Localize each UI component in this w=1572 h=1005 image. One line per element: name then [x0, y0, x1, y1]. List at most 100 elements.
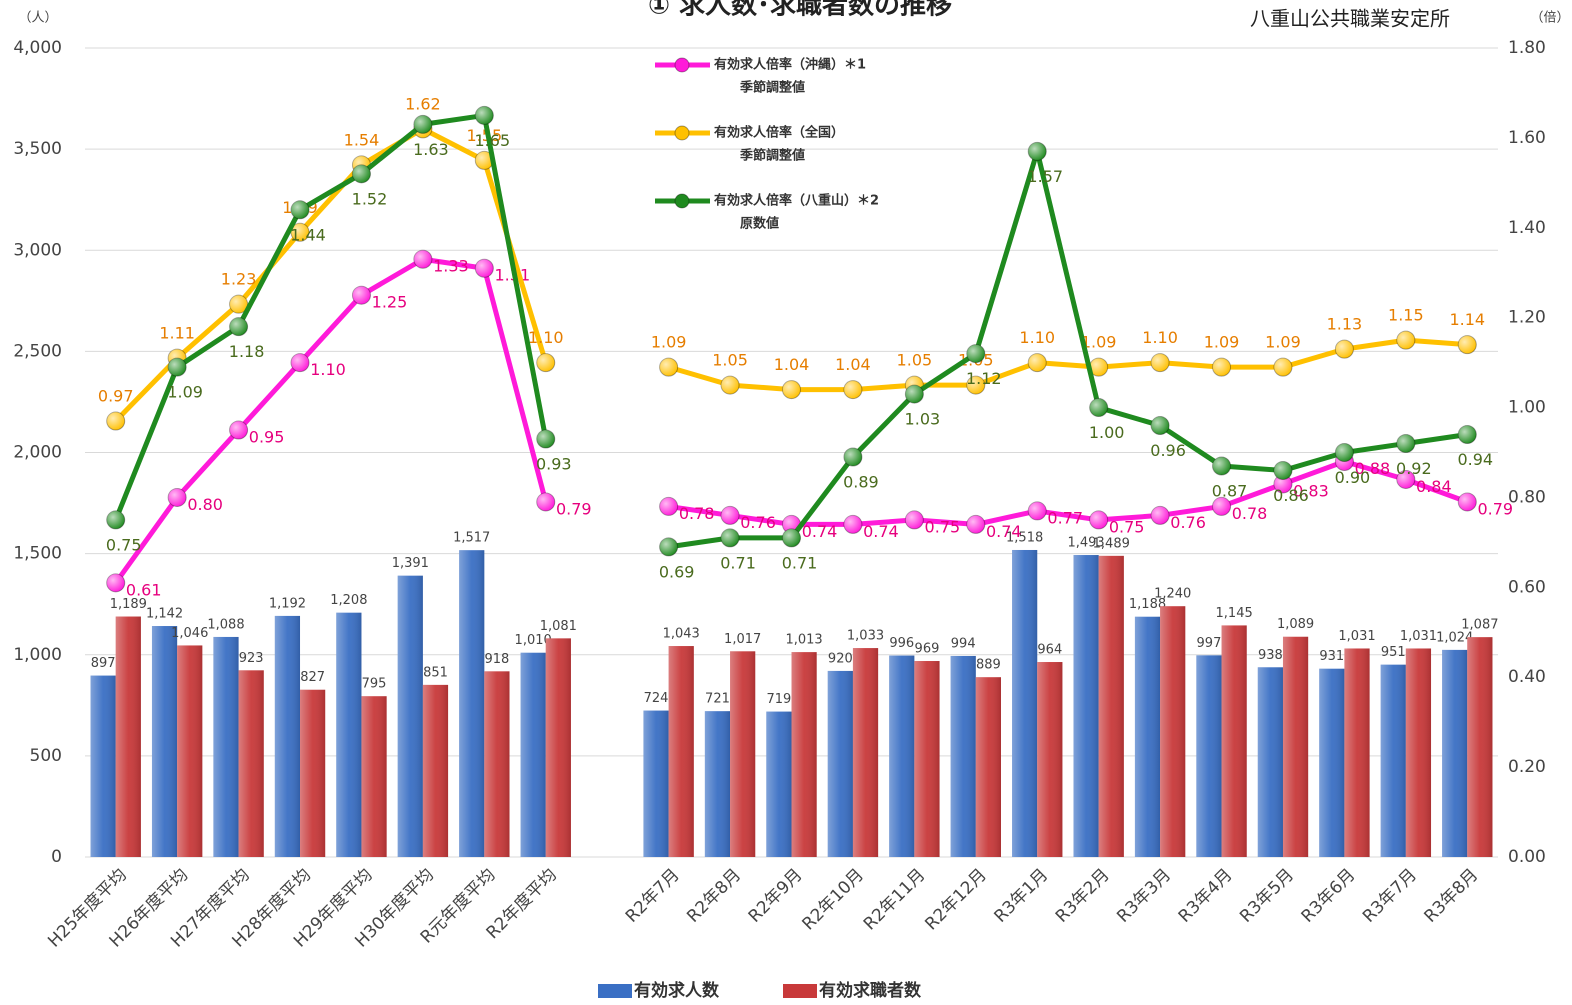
line-value-label: 0.61 [126, 580, 162, 599]
line-value-label: 1.10 [1142, 328, 1178, 347]
marker-shine [1028, 142, 1047, 161]
line-value-label: 0.75 [925, 517, 961, 536]
marker-shine [843, 447, 862, 466]
bar-value-label: 719 [766, 692, 791, 707]
bar-shine [238, 670, 264, 857]
bar-value-label: 920 [828, 651, 853, 666]
y2-tick-label: 0.20 [1508, 757, 1546, 777]
x-tick-label: R2年9月 [745, 865, 807, 927]
marker-shine [1212, 456, 1231, 475]
chart-title: ① 求人数･求職者数の推移 [648, 0, 952, 21]
line-value-label: 1.04 [774, 355, 810, 374]
y-tick-label: 2,500 [13, 341, 62, 361]
bar-shine [1282, 636, 1309, 857]
legend-sublabel: 季節調整値 [739, 80, 805, 96]
bar-shine [115, 616, 141, 857]
line-value-label: 1.44 [290, 225, 326, 244]
marker-shine [659, 358, 678, 377]
marker-shine [168, 488, 187, 507]
y-tick-label: 1,000 [13, 645, 62, 665]
bar-shine [766, 711, 792, 857]
bar-shine [1073, 555, 1099, 857]
bar-value-label: 889 [976, 658, 1001, 673]
bar-shine [1160, 606, 1186, 857]
marker-shine [1458, 335, 1477, 354]
y2-tick-label: 1.20 [1508, 308, 1546, 328]
line-value-label: 0.79 [1477, 499, 1513, 518]
marker-shine [1089, 398, 1108, 417]
line-value-label: 0.87 [1212, 481, 1248, 500]
x-tick-label: R2年7月 [622, 865, 684, 927]
y2-tick-label: 0.00 [1508, 847, 1546, 867]
bar-value-label: 923 [239, 651, 264, 666]
line-value-label: 1.18 [229, 342, 265, 361]
line-value-label: 1.25 [372, 293, 408, 312]
marker-shine [291, 200, 310, 219]
line-value-label: 1.04 [835, 355, 871, 374]
marker-shine [1212, 497, 1231, 516]
bar-value-label: 918 [485, 652, 510, 667]
line-value-label: 1.62 [405, 94, 441, 113]
bar-value-label: 721 [705, 692, 730, 707]
bar-value-label: 1,017 [724, 632, 761, 647]
y2-tick-label: 0.60 [1508, 577, 1546, 597]
bar-value-label: 1,088 [207, 617, 244, 632]
line-value-label: 1.09 [1265, 333, 1301, 352]
bar-shine [1467, 637, 1493, 857]
line-value-label: 1.54 [344, 130, 380, 149]
bar-shine [704, 711, 731, 857]
line-value-label: 0.74 [863, 522, 899, 541]
bar-shine [1012, 549, 1038, 857]
bar-value-label: 938 [1258, 648, 1283, 663]
legend-marker [674, 125, 690, 141]
bar-value-label: 969 [915, 642, 940, 657]
marker-shine [475, 106, 494, 125]
marker-shine [475, 151, 494, 170]
marker-shine [1458, 425, 1477, 444]
x-tick-label: R3年4月 [1175, 865, 1237, 927]
bar-shine [520, 652, 546, 857]
marker-shine [413, 115, 432, 134]
bar-value-label: 1,189 [110, 597, 147, 612]
x-tick-label: R2年10月 [799, 865, 868, 934]
y-tick-label: 2,000 [13, 443, 62, 463]
marker-shine [721, 506, 740, 525]
bar-value-label: 994 [951, 636, 976, 651]
marker-shine [1335, 443, 1354, 462]
line-value-label: 0.93 [536, 455, 572, 474]
marker-shine [229, 317, 248, 336]
line-value-label: 1.05 [897, 351, 933, 370]
bar-shine [545, 638, 571, 857]
line-value-label: 1.09 [651, 333, 687, 352]
x-tick-label: R2年8月 [683, 865, 745, 927]
bar-shine [151, 626, 178, 857]
bar-value-label: 724 [644, 691, 669, 706]
line-value-label: 1.12 [966, 369, 1002, 388]
line-value-label: 0.96 [1150, 441, 1186, 460]
line-value-label: 0.90 [1335, 468, 1371, 487]
bar-shine [300, 689, 326, 857]
line-value-label: 1.11 [159, 324, 195, 343]
line-value-label: 0.94 [1457, 450, 1493, 469]
marker-shine [721, 528, 740, 547]
marker-shine [659, 497, 678, 516]
bar-value-label: 1,087 [1461, 618, 1498, 633]
y-tick-label: 1,500 [13, 544, 62, 564]
bar-value-label: 1,518 [1006, 530, 1043, 545]
marker-shine [1028, 501, 1047, 520]
bar-value-label: 997 [1197, 636, 1222, 651]
marker-shine [1273, 358, 1292, 377]
bar-shine [1257, 667, 1283, 857]
bar-shine [950, 655, 976, 857]
legend-label: 有効求人倍率（沖縄）＊1 [714, 57, 866, 73]
line-value-label: 1.10 [528, 328, 564, 347]
x-tick-label: R2年12月 [921, 865, 990, 934]
line-value-label: 1.10 [1019, 328, 1055, 347]
legend-label: 有効求職者数 [819, 980, 922, 1001]
bar-shine [1098, 555, 1124, 857]
bar-shine [361, 696, 387, 857]
marker-shine [536, 430, 555, 449]
line-value-label: 1.09 [1204, 333, 1240, 352]
marker-shine [106, 510, 125, 529]
